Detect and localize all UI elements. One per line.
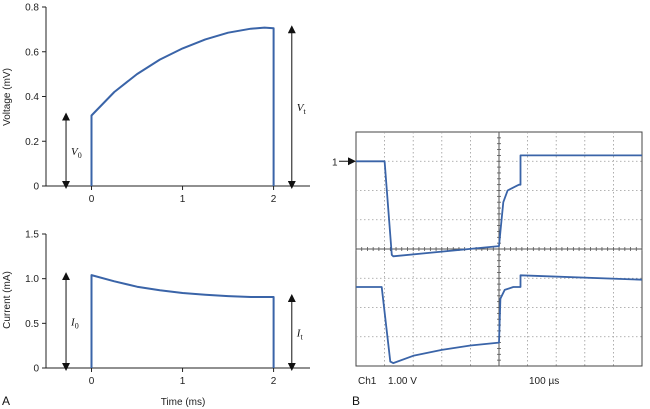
time-xlabel: Time (ms) (161, 397, 206, 408)
current-xtick-label: 1 (180, 376, 186, 387)
current-xtick-label: 0 (89, 376, 95, 387)
voltage-ytick-label: 0 (33, 182, 39, 193)
voltage-ytick-label: 0.2 (25, 137, 39, 148)
voltage-xtick-label: 1 (180, 194, 186, 205)
current-ytick-label: 1.0 (25, 274, 39, 285)
voltage-ytick-label: 0.6 (25, 47, 39, 58)
current-annotation-label: I0 (70, 317, 79, 331)
current-ylabel: Current (mA) (2, 271, 13, 329)
voltage-annotation-subscript: 0 (78, 151, 82, 160)
voltage-series-line (90, 26, 275, 186)
voltage-ytick-label: 0.8 (25, 3, 39, 14)
voltage-xtick-label: 0 (89, 194, 95, 205)
current-xtick-label: 2 (271, 376, 277, 387)
voltage-chart: 0 0.2 0.4 0.6 0.8 0 1 2 V0 Vt (25, 3, 310, 205)
voltage-annotation-label: Vt (297, 102, 307, 116)
panel-label-b: B (352, 394, 360, 408)
current-series-line (90, 274, 275, 368)
current-ytick-label: 0 (33, 364, 39, 375)
current-ytick-label: 1.5 (25, 230, 39, 241)
current-annotation-label: It (296, 327, 304, 341)
current-ytick-label: 0.5 (25, 319, 39, 330)
scope-trace-1 (356, 154, 642, 258)
scope-trace-2 (356, 274, 643, 364)
current-annotation-subscript: 0 (75, 322, 79, 331)
channel-label: Ch1 (358, 376, 377, 387)
channel-marker-label: 1 (332, 157, 338, 168)
voltage-ytick-label: 0.4 (25, 92, 39, 103)
voltage-xtick-label: 2 (271, 194, 277, 205)
volts-per-div-label: 1.00 V (388, 376, 417, 387)
voltage-annotation-label: V0 (71, 146, 82, 160)
oscilloscope-screen: 1 (332, 131, 643, 367)
voltage-ylabel: Voltage (mV) (2, 68, 13, 126)
current-annotation-subscript: t (300, 332, 303, 341)
time-per-div-label: 100 µs (529, 376, 559, 387)
current-chart: 0 0.5 1.0 1.5 0 1 2 I0 It (25, 230, 310, 387)
voltage-annotation-subscript: t (304, 107, 307, 116)
panel-label-a: A (2, 394, 10, 408)
